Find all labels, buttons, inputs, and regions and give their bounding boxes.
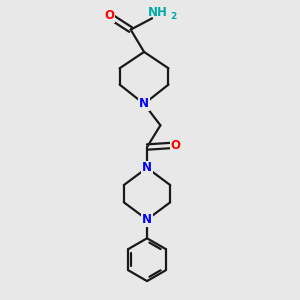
Text: 2: 2 bbox=[170, 12, 177, 21]
Text: O: O bbox=[171, 139, 181, 152]
Text: N: N bbox=[142, 213, 152, 226]
Text: N: N bbox=[139, 98, 149, 110]
Text: N: N bbox=[142, 161, 152, 174]
Text: O: O bbox=[104, 9, 114, 22]
Text: NH: NH bbox=[148, 7, 167, 20]
